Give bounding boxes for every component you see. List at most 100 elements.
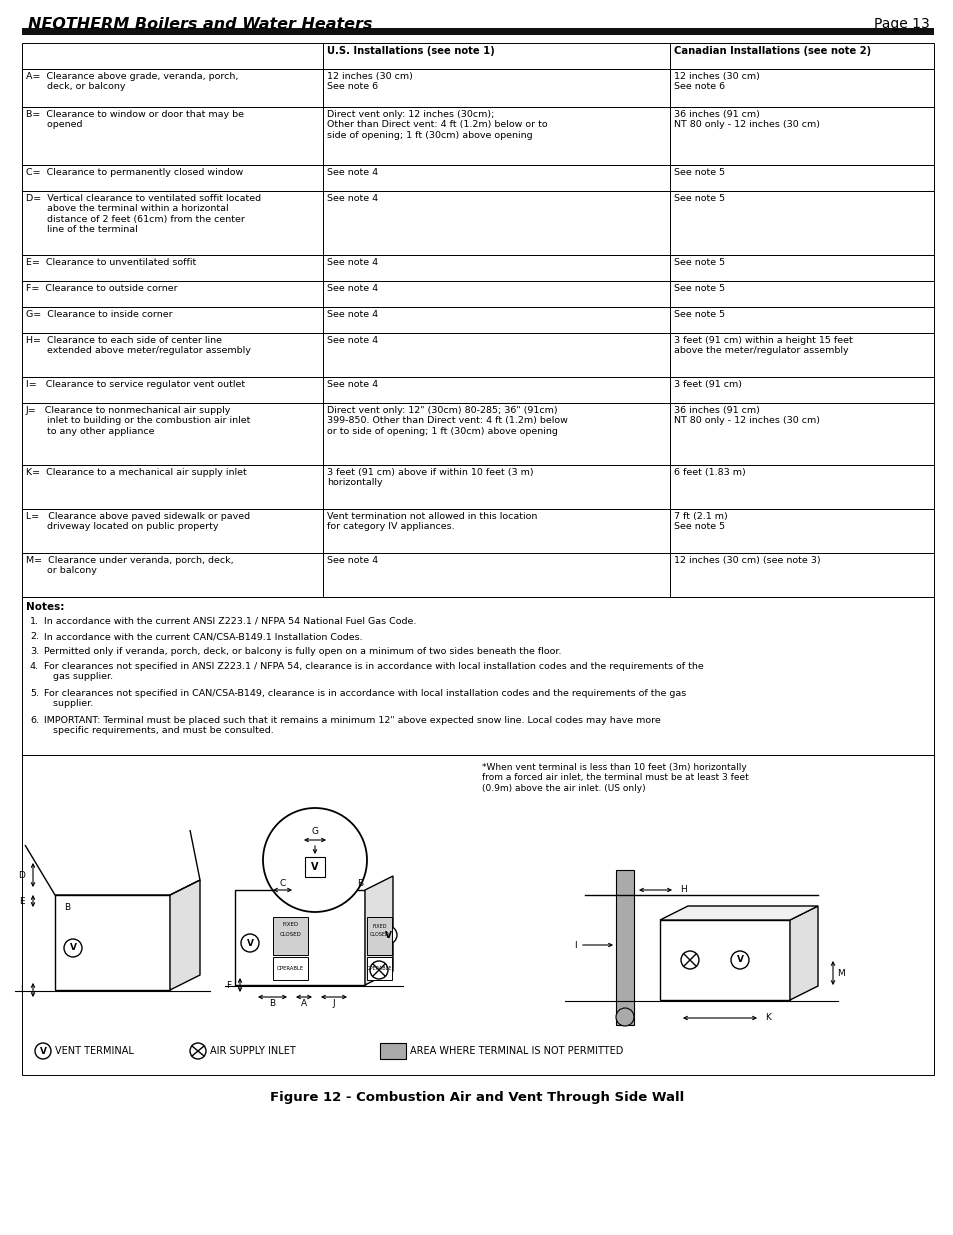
Text: Figure 12 - Combustion Air and Vent Through Side Wall: Figure 12 - Combustion Air and Vent Thro… (270, 1091, 683, 1104)
Text: E=  Clearance to unventilated soffit: E= Clearance to unventilated soffit (26, 258, 196, 267)
Bar (22, 509, 933, 553)
Text: 3 feet (91 cm) within a height 15 feet
above the meter/regulator assembly: 3 feet (91 cm) within a height 15 feet a… (673, 336, 851, 356)
Circle shape (616, 1008, 634, 1026)
Text: F: F (226, 981, 231, 989)
Bar (22, 377, 933, 403)
Text: See note 4: See note 4 (327, 284, 377, 293)
Text: 3 feet (91 cm) above if within 10 feet (3 m)
horizontally: 3 feet (91 cm) above if within 10 feet (… (327, 468, 533, 488)
Text: H=  Clearance to each side of center line
       extended above meter/regulator : H= Clearance to each side of center line… (26, 336, 251, 356)
Circle shape (378, 926, 396, 944)
Text: See note 5: See note 5 (673, 284, 724, 293)
Text: Permitted only if veranda, porch, deck, or balcony is fully open on a minimum of: Permitted only if veranda, porch, deck, … (44, 647, 561, 656)
Text: See note 5: See note 5 (673, 258, 724, 267)
Text: In accordance with the current ANSI Z223.1 / NFPA 54 National Fuel Gas Code.: In accordance with the current ANSI Z223… (44, 618, 416, 626)
Text: Notes:: Notes: (26, 601, 64, 613)
Bar (22, 308, 933, 333)
Text: OPERABLE: OPERABLE (366, 966, 392, 971)
Text: AREA WHERE TERMINAL IS NOT PERMITTED: AREA WHERE TERMINAL IS NOT PERMITTED (410, 1046, 622, 1056)
Text: Page 13: Page 13 (873, 17, 929, 31)
Text: See note 4: See note 4 (327, 258, 377, 267)
Text: 4.: 4. (30, 662, 39, 671)
Circle shape (35, 1044, 51, 1058)
Text: 7 ft (2.1 m)
See note 5: 7 ft (2.1 m) See note 5 (673, 513, 726, 531)
Text: NEOTHERM Boilers and Water Heaters: NEOTHERM Boilers and Water Heaters (28, 17, 372, 32)
Text: V: V (311, 862, 318, 872)
Text: G=  Clearance to inside corner: G= Clearance to inside corner (26, 310, 172, 319)
Text: L: L (20, 986, 25, 994)
Text: 36 inches (91 cm)
NT 80 only - 12 inches (30 cm): 36 inches (91 cm) NT 80 only - 12 inches… (673, 110, 819, 130)
Text: Direct vent only: 12" (30cm) 80-285; 36" (91cm)
399-850. Other than Direct vent:: Direct vent only: 12" (30cm) 80-285; 36"… (327, 406, 567, 436)
Text: C: C (279, 878, 286, 888)
Polygon shape (170, 881, 200, 990)
Bar (305, 857, 325, 877)
Text: For clearances not specified in ANSI Z223.1 / NFPA 54, clearance is in accordanc: For clearances not specified in ANSI Z22… (44, 662, 703, 682)
Text: See note 4: See note 4 (327, 380, 377, 389)
Text: M=  Clearance under veranda, porch, deck,
       or balcony: M= Clearance under veranda, porch, deck,… (26, 556, 233, 576)
Circle shape (241, 934, 258, 952)
Text: V: V (384, 930, 391, 940)
Text: F=  Clearance to outside corner: F= Clearance to outside corner (26, 284, 177, 293)
Text: B: B (269, 999, 274, 1008)
Text: See note 4: See note 4 (327, 556, 377, 564)
Text: Canadian Installations (see note 2): Canadian Installations (see note 2) (673, 46, 870, 56)
Text: 3 feet (91 cm): 3 feet (91 cm) (673, 380, 740, 389)
Text: In accordance with the current CAN/CSA-B149.1 Installation Codes.: In accordance with the current CAN/CSA-B… (44, 632, 362, 641)
Text: M: M (836, 968, 843, 977)
Text: IMPORTANT: Terminal must be placed such that it remains a minimum 12" above expe: IMPORTANT: Terminal must be placed such … (44, 716, 660, 735)
Text: K: K (764, 1014, 770, 1023)
Text: A: A (300, 999, 307, 1008)
Bar (22, 597, 933, 755)
Text: V: V (39, 1046, 47, 1056)
Bar (367, 918, 392, 955)
Text: FIXED: FIXED (372, 925, 386, 930)
Text: *When vent terminal is less than 10 feet (3m) horizontally
from a forced air inl: *When vent terminal is less than 10 feet… (481, 763, 748, 793)
Text: 1.: 1. (30, 618, 39, 626)
Circle shape (370, 961, 388, 979)
Text: D=  Vertical clearance to ventilated soffit located
       above the terminal wi: D= Vertical clearance to ventilated soff… (26, 194, 261, 235)
Text: Direct vent only: 12 inches (30cm);
Other than Direct vent: 4 ft (1.2m) below or: Direct vent only: 12 inches (30cm); Othe… (327, 110, 547, 140)
Circle shape (680, 951, 699, 969)
Bar (22, 165, 933, 191)
Text: H: H (679, 885, 686, 894)
Text: 36 inches (91 cm)
NT 80 only - 12 inches (30 cm): 36 inches (91 cm) NT 80 only - 12 inches… (673, 406, 819, 425)
Polygon shape (659, 906, 817, 920)
Bar (273, 918, 308, 955)
Text: U.S. Installations (see note 1): U.S. Installations (see note 1) (327, 46, 495, 56)
Text: 5.: 5. (30, 689, 39, 698)
Polygon shape (234, 890, 365, 986)
Circle shape (263, 808, 367, 911)
Polygon shape (659, 920, 789, 1000)
Bar (379, 1044, 406, 1058)
Text: 12 inches (30 cm)
See note 6: 12 inches (30 cm) See note 6 (673, 72, 759, 91)
Bar (616, 869, 634, 1025)
Text: 6 feet (1.83 m): 6 feet (1.83 m) (673, 468, 744, 477)
Text: See note 4: See note 4 (327, 168, 377, 177)
Bar (22, 43, 933, 69)
Text: B: B (356, 878, 363, 888)
Text: 12 inches (30 cm)
See note 6: 12 inches (30 cm) See note 6 (327, 72, 413, 91)
Text: 6.: 6. (30, 716, 39, 725)
Bar (22, 69, 933, 107)
Text: B: B (64, 903, 70, 911)
Text: I: I (574, 941, 577, 950)
Text: 2.: 2. (30, 632, 39, 641)
Text: CLOSED: CLOSED (279, 931, 301, 936)
Text: CLOSED: CLOSED (369, 932, 389, 937)
Bar (22, 191, 933, 254)
Text: See note 4: See note 4 (327, 336, 377, 345)
Text: J: J (333, 999, 335, 1008)
Text: K=  Clearance to a mechanical air supply inlet: K= Clearance to a mechanical air supply … (26, 468, 247, 477)
Polygon shape (789, 906, 817, 1000)
Text: VENT TERMINAL: VENT TERMINAL (55, 1046, 133, 1056)
Text: D: D (18, 871, 25, 879)
Text: I=   Clearance to service regulator vent outlet: I= Clearance to service regulator vent o… (26, 380, 245, 389)
Text: C=  Clearance to permanently closed window: C= Clearance to permanently closed windo… (26, 168, 243, 177)
Text: FIXED: FIXED (282, 923, 298, 927)
Text: See note 5: See note 5 (673, 194, 724, 203)
Bar (22, 107, 933, 165)
Bar (22, 254, 933, 282)
Polygon shape (365, 876, 393, 986)
Polygon shape (55, 895, 170, 990)
Text: J=   Clearance to nonmechanical air supply
       inlet to building or the combu: J= Clearance to nonmechanical air supply… (26, 406, 250, 436)
Text: 12 inches (30 cm) (see note 3): 12 inches (30 cm) (see note 3) (673, 556, 820, 564)
